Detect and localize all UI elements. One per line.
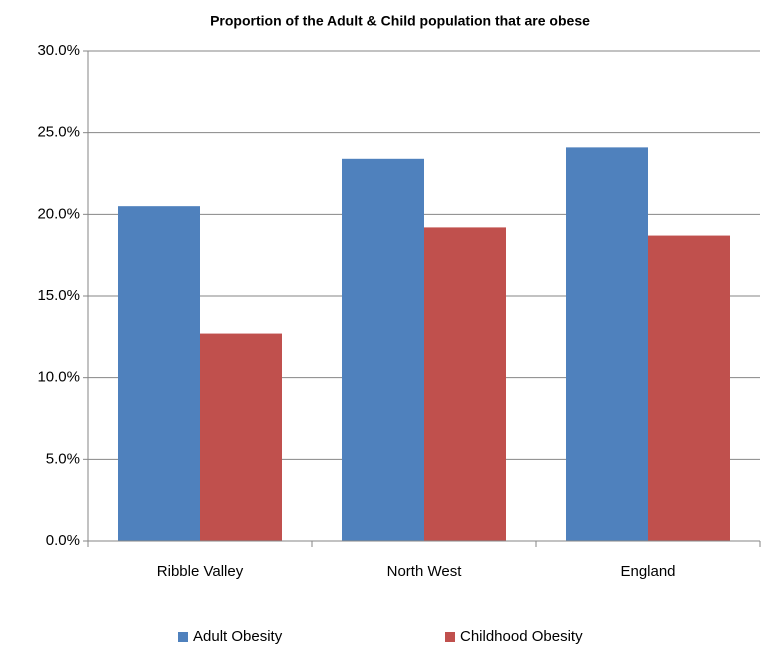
y-tick-label: 15.0% — [37, 287, 80, 304]
x-tick-label: England — [620, 563, 675, 580]
bar — [118, 206, 200, 541]
bar — [566, 147, 648, 541]
y-tick-label: 10.0% — [37, 369, 80, 386]
bar — [200, 333, 282, 541]
y-tick-label: 5.0% — [46, 450, 80, 467]
x-tick-label: Ribble Valley — [157, 563, 244, 580]
y-tick-label: 25.0% — [37, 124, 80, 141]
legend-swatch — [445, 632, 455, 642]
y-tick-label: 30.0% — [37, 42, 80, 59]
legend-label: Childhood Obesity — [460, 628, 583, 645]
y-tick-label: 20.0% — [37, 205, 80, 222]
legend-label: Adult Obesity — [193, 628, 283, 645]
bar — [648, 235, 730, 542]
bar — [424, 227, 506, 541]
chart-title: Proportion of the Adult & Child populati… — [210, 13, 590, 29]
legend-swatch — [178, 632, 188, 642]
bar — [342, 158, 424, 542]
x-tick-label: North West — [387, 563, 463, 580]
y-tick-label: 0.0% — [46, 532, 80, 549]
